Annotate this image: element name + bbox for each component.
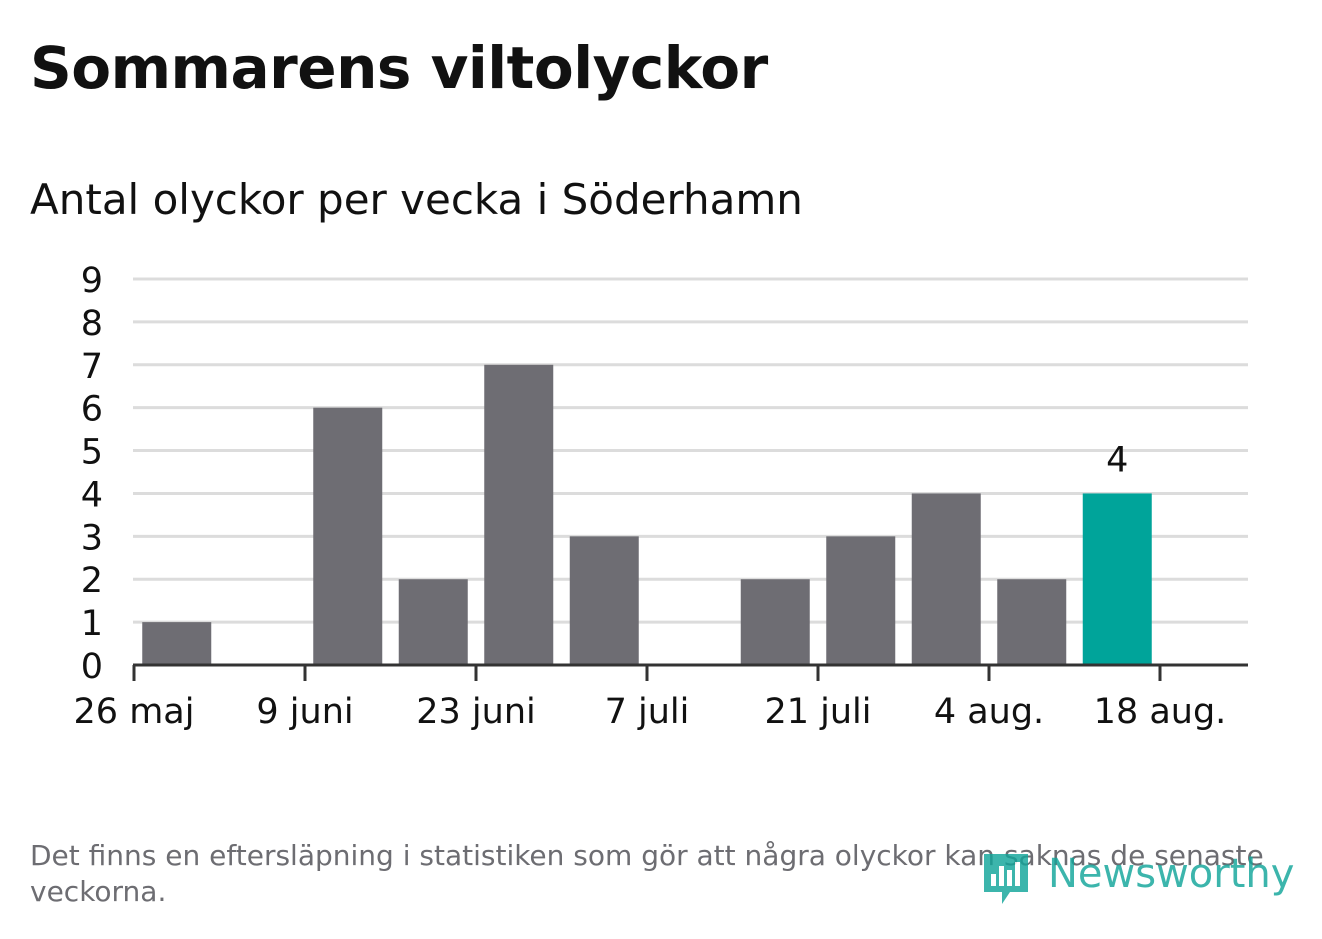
bar [313, 407, 383, 665]
bar-highlight [1082, 493, 1152, 665]
x-tick-label: 21 juli [764, 692, 871, 732]
bar [398, 579, 468, 665]
x-tick-label: 23 juni [416, 692, 535, 732]
y-tick-label: 6 [81, 390, 103, 430]
y-tick-label: 2 [81, 561, 103, 601]
bar [911, 493, 981, 665]
brand-name: Newsworthy [1048, 851, 1295, 897]
footnote: Det finns en eftersläpning i statistiken… [30, 839, 1264, 908]
data-labels: 4 [1106, 440, 1128, 480]
bar [740, 579, 810, 665]
y-tick-label: 5 [81, 433, 103, 473]
y-tick-label: 4 [81, 475, 103, 515]
y-tick-label: 3 [81, 518, 103, 558]
newsworthy-logo: Newsworthy [980, 846, 1300, 912]
chart-title: Sommarens viltolyckor [30, 34, 768, 102]
y-tick-label: 0 [81, 647, 103, 687]
bar [569, 536, 639, 665]
bars [142, 364, 1152, 665]
chart-subtitle: Antal olyckor per vecka i Söderhamn [30, 175, 803, 224]
bar [484, 364, 554, 665]
x-tick-label: 7 juli [605, 692, 690, 732]
bar [997, 579, 1067, 665]
data-label: 4 [1106, 440, 1128, 480]
bar [142, 622, 212, 665]
y-tick-label: 8 [81, 304, 103, 344]
y-tick-label: 9 [81, 261, 103, 301]
bar-chart-speech-bubble-icon [984, 854, 1028, 904]
x-tick-label: 4 aug. [934, 692, 1044, 732]
x-axis-ticks: 26 maj 9 juni 23 juni 7 juli 21 juli 4 aug. 18… [74, 665, 1227, 732]
y-tick-label: 1 [81, 604, 103, 644]
grid-lines [133, 277, 1248, 624]
x-tick-label: 18 aug. [1094, 692, 1227, 732]
x-tick-label: 26 maj [74, 692, 195, 732]
y-tick-label: 7 [81, 347, 103, 387]
bar [826, 536, 896, 665]
x-tick-label: 9 juni [256, 692, 353, 732]
